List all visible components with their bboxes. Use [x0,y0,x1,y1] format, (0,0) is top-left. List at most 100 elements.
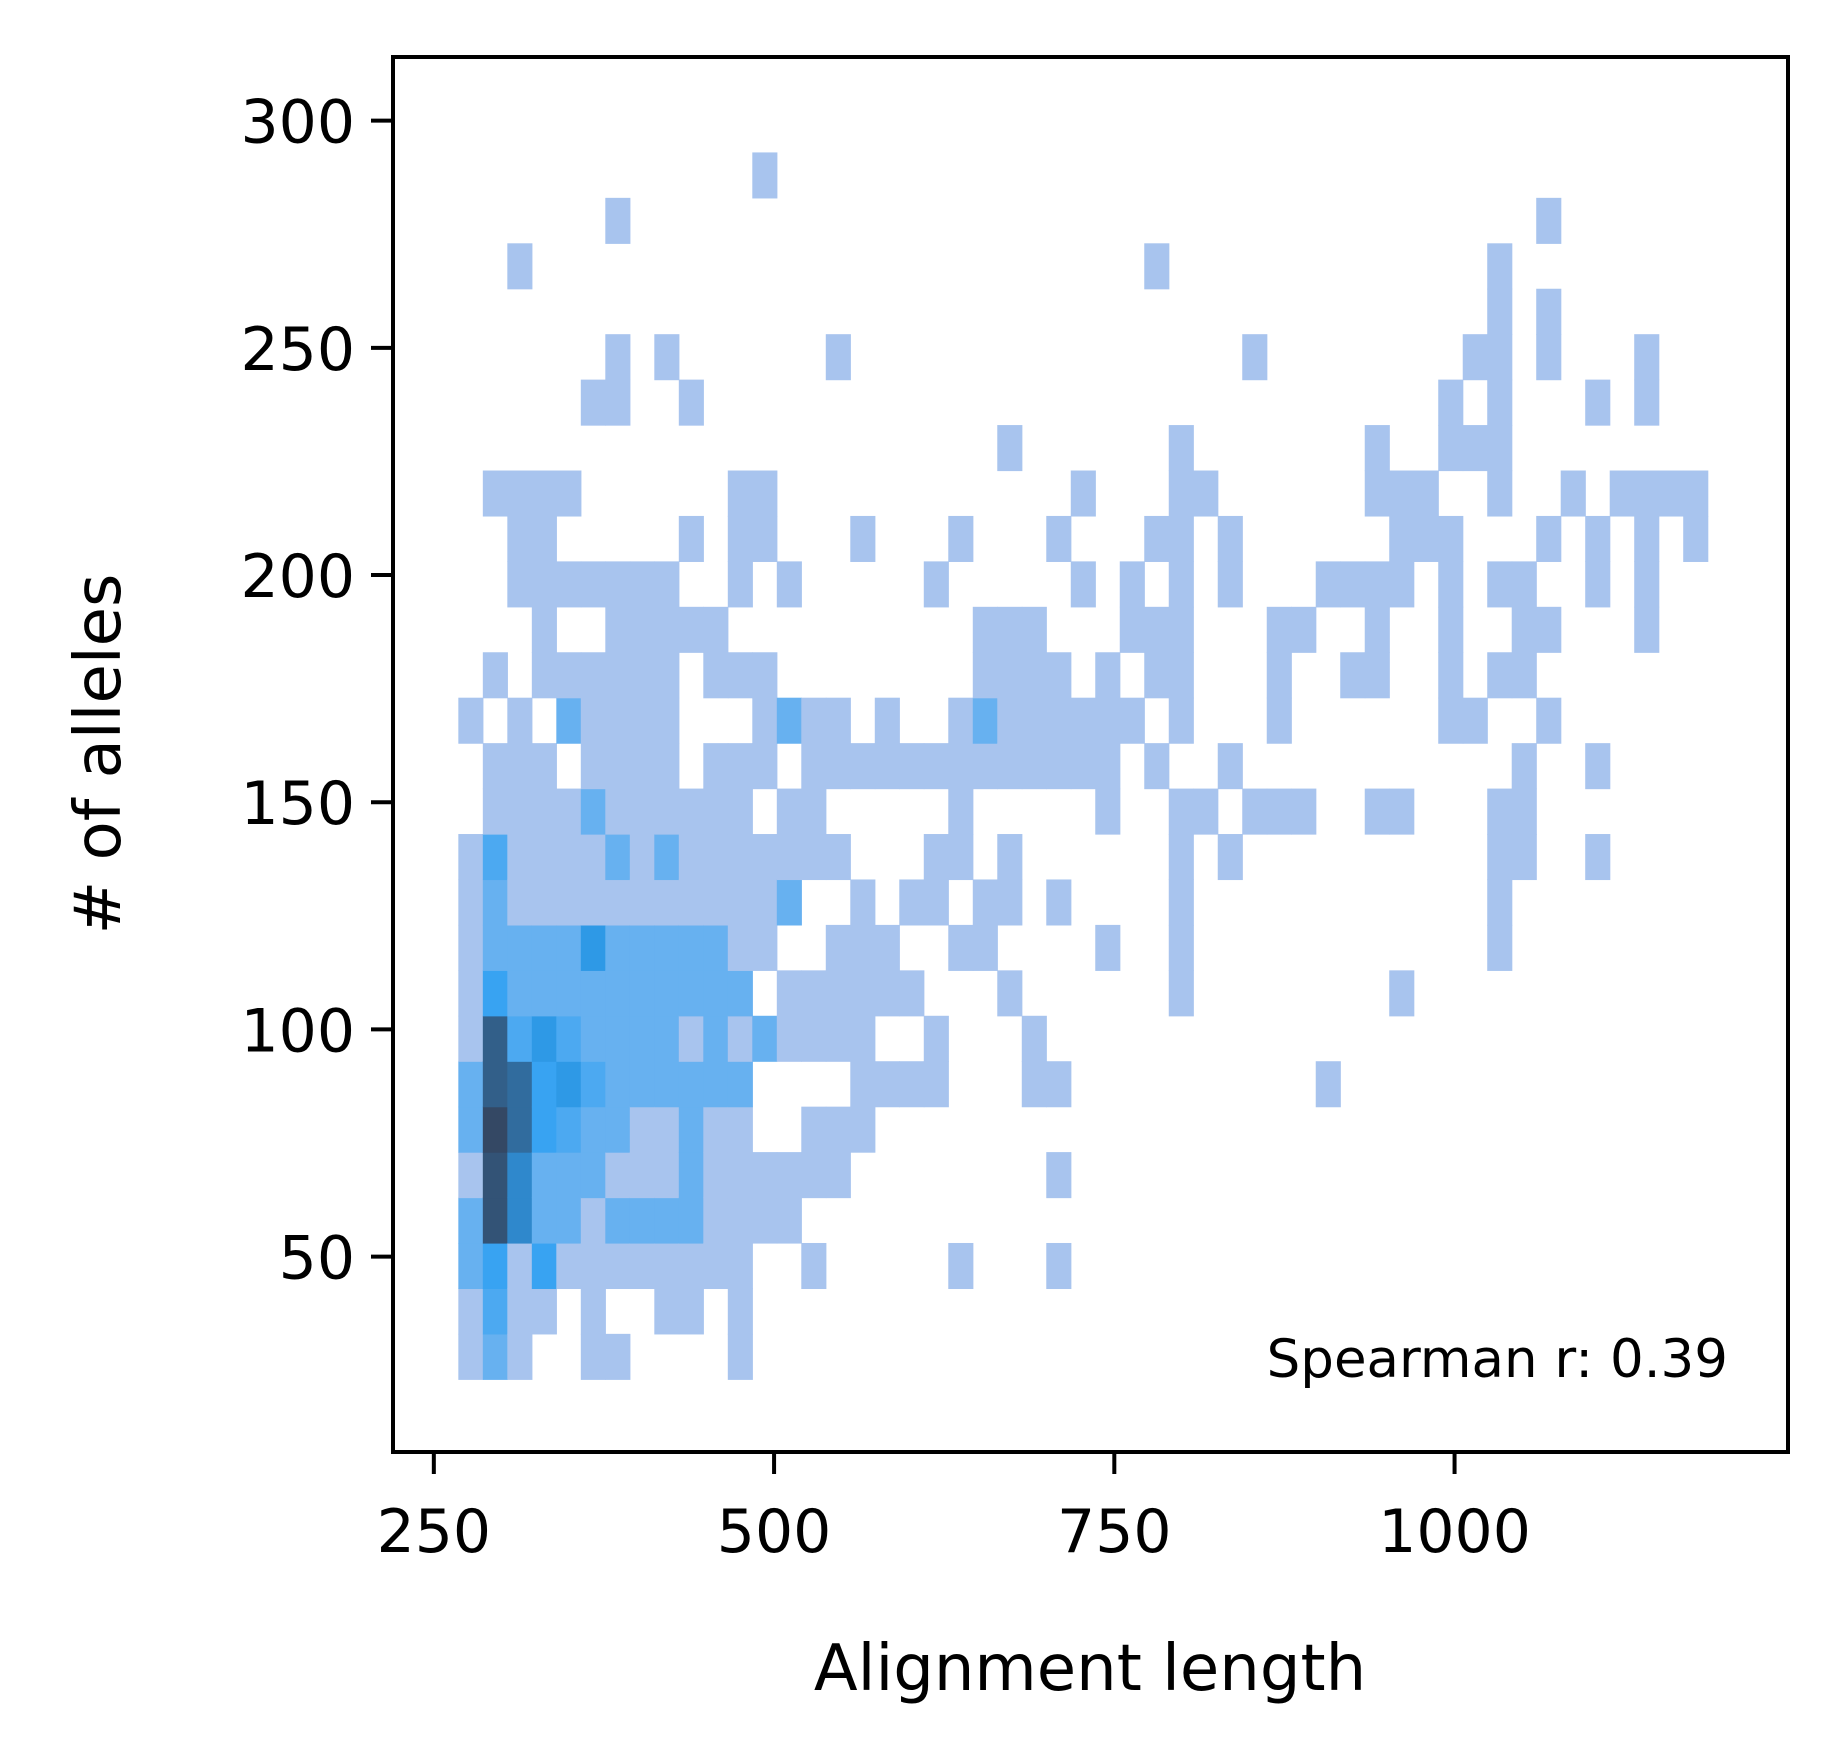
histogram-cell [752,879,778,926]
histogram-cell [997,425,1023,472]
histogram-cell [801,1106,827,1153]
histogram-cell [556,788,582,835]
histogram-cell [1536,515,1562,562]
histogram-cell [458,924,484,971]
histogram-cell [531,1197,557,1244]
histogram-cell [556,1061,582,1108]
histogram-cell [825,970,851,1017]
histogram-cell [874,1061,900,1108]
histogram-cell [580,652,606,699]
histogram-cell [629,561,655,608]
histogram-cell [948,515,974,562]
histogram-cell [1242,334,1268,381]
histogram-cell [1438,606,1464,653]
y-tick-label: 150 [240,769,355,839]
histogram-cell [1389,970,1415,1017]
histogram-cell [1487,425,1513,472]
histogram-cell [482,834,508,881]
histogram-cell [1683,515,1709,562]
histogram-cell [605,743,631,790]
histogram-cell [1046,697,1072,744]
histogram-cell [948,743,974,790]
y-axis-label: # of alleles [62,574,136,935]
histogram-cell [972,879,998,926]
histogram-cell [1634,515,1660,562]
histogram-cell [1536,606,1562,653]
histogram-cell [458,1015,484,1062]
histogram-cell [1462,334,1488,381]
histogram-cell [654,788,680,835]
histogram-cell [776,970,802,1017]
histogram-cell [629,1242,655,1290]
histogram-cell [1364,561,1390,608]
histogram-cell [654,1242,680,1290]
histogram-cell [1438,697,1464,744]
histogram-cell [1487,470,1513,517]
histogram-cell [629,606,655,653]
histogram-cell [948,1242,974,1290]
histogram-cell [1168,606,1194,653]
histogram-cell [1144,515,1170,562]
histogram-cell [605,1152,631,1199]
histogram-cell [629,924,655,971]
histogram-cell [801,1152,827,1199]
histogram-cell [605,697,631,744]
histogram-cell [825,924,851,971]
histogram-cell [482,788,508,835]
histogram-cell [629,1106,655,1153]
histogram-cell [1487,788,1513,835]
histogram-cell [1144,652,1170,699]
histogram-cell [531,515,557,562]
histogram-cell [458,1288,484,1335]
histogram-cell [629,1152,655,1199]
histogram-cell [1487,924,1513,971]
histogram-cell [923,1061,949,1108]
histogram-cell [776,1152,802,1199]
histogram-cell [752,834,778,881]
histogram-cell [531,1015,557,1062]
histogram-cell [1364,788,1390,835]
histogram-cell [482,1333,508,1380]
histogram-cells [458,152,1709,1380]
histogram-cell [580,834,606,881]
histogram-cell [899,970,925,1017]
histogram-cell [1217,561,1243,608]
histogram-cell [654,970,680,1017]
histogram-cell [458,1106,484,1153]
histogram-cell [1487,288,1513,335]
histogram-cell [1389,470,1415,517]
x-axis-label: Alignment length [814,1632,1366,1706]
histogram-cell [507,561,533,608]
y-tick-label: 200 [240,542,355,612]
histogram-cell [482,1061,508,1108]
histogram-cell [1021,1061,1047,1108]
histogram-cell [727,561,753,608]
histogram-cell [727,1015,753,1062]
histogram-cell [1585,743,1611,790]
histogram-cell [580,1197,606,1244]
histogram-cell [850,1106,876,1153]
histogram-cell [1168,425,1194,472]
histogram-cell [1291,788,1317,835]
histogram-cell [1634,470,1660,517]
histogram-cell [678,1106,704,1153]
histogram-cell [1364,425,1390,472]
histogram-cell [1095,652,1121,699]
histogram-cell [874,743,900,790]
histogram-cell [605,924,631,971]
histogram-cell [629,1015,655,1062]
histogram-cell [1144,743,1170,790]
histogram-cell [1266,697,1292,744]
histogram-cell [1168,879,1194,926]
histogram-cell [556,1152,582,1199]
histogram-cell [1046,515,1072,562]
histogram-cell [948,697,974,744]
histogram-cell [482,470,508,517]
histogram-cell [850,515,876,562]
histogram-cell [678,606,704,653]
histogram-cell [1511,834,1537,881]
histogram-cell [801,1242,827,1290]
histogram-cell [1266,606,1292,653]
x-tick-label: 750 [1057,1497,1172,1567]
histogram-cell [825,1015,851,1062]
